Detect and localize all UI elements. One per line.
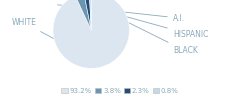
Wedge shape: [75, 0, 91, 30]
Wedge shape: [89, 0, 91, 30]
Text: BLACK: BLACK: [91, 4, 198, 55]
Wedge shape: [84, 0, 91, 30]
Text: WHITE: WHITE: [12, 18, 98, 62]
Text: HISPANIC: HISPANIC: [80, 4, 208, 39]
Legend: 93.2%, 3.8%, 2.3%, 0.8%: 93.2%, 3.8%, 2.3%, 0.8%: [59, 85, 181, 96]
Wedge shape: [53, 0, 129, 68]
Text: A.I.: A.I.: [58, 5, 185, 22]
